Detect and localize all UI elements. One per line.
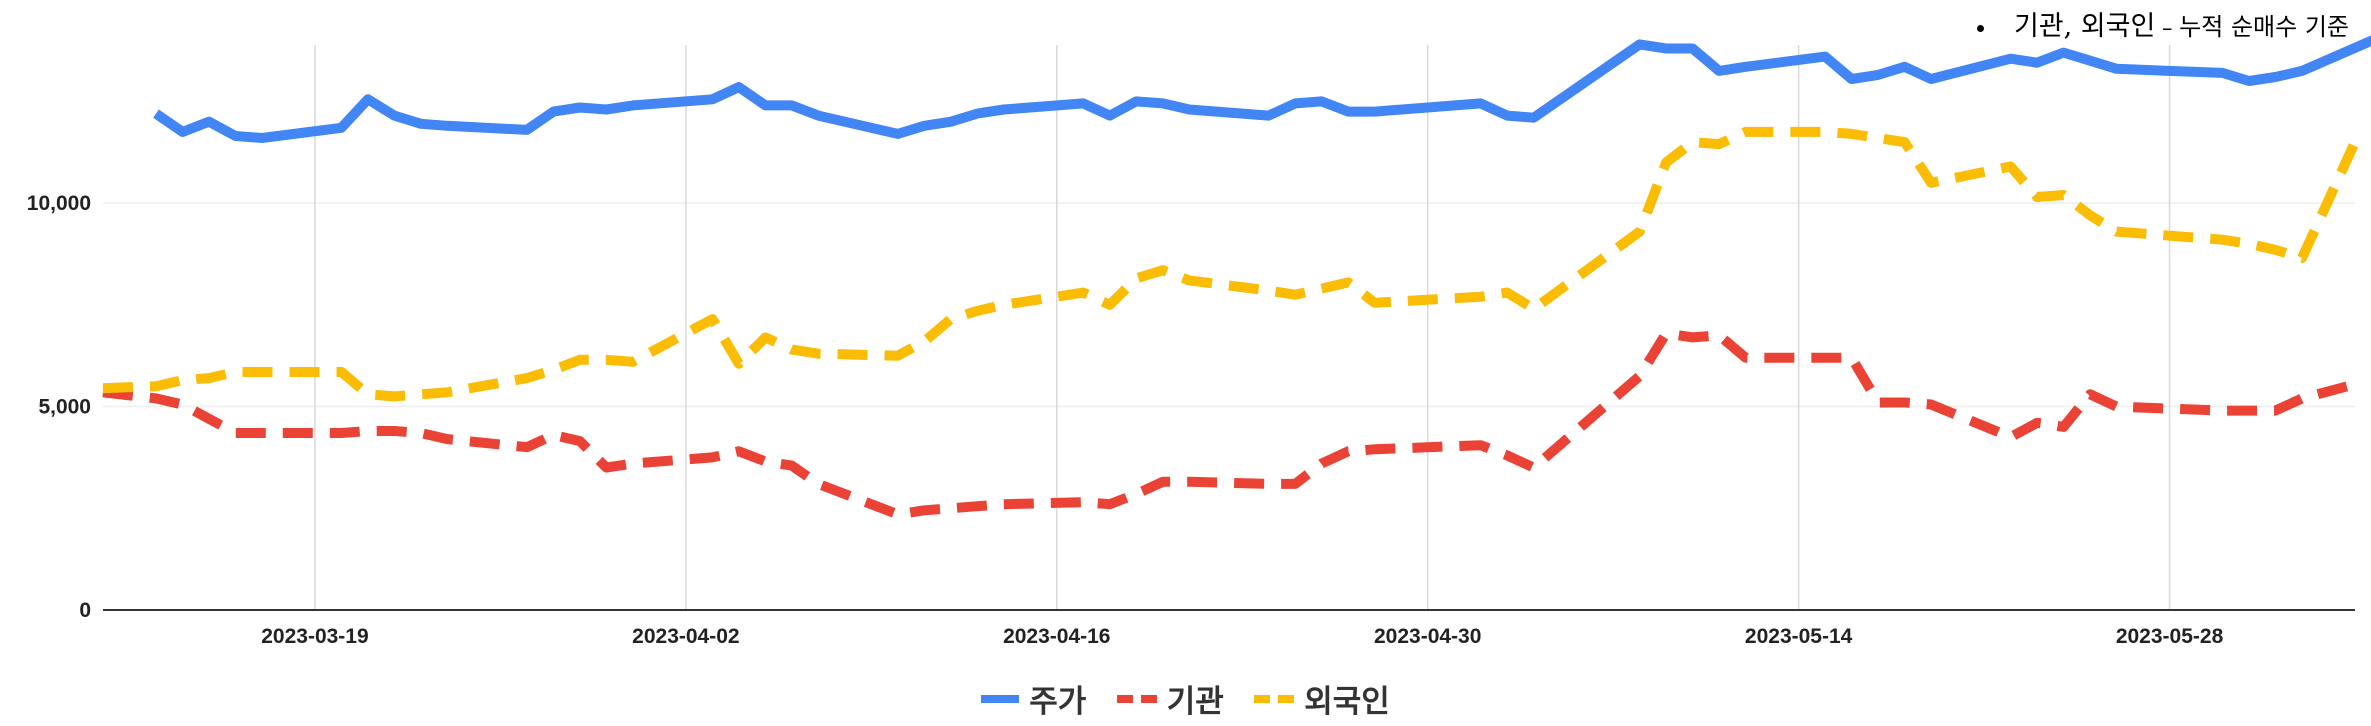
x-tick-label: 2023-05-28: [2116, 625, 2224, 648]
series-line-stock: [153, 35, 2371, 143]
axes: 0 5,000 10,000 2023-03-19 2023-04-02 2023-04-…: [27, 192, 2355, 648]
series-lines: [102, 35, 2371, 520]
annotation-prefix: 기관, 외국인: [2013, 11, 2156, 42]
legend-label-stock: 주가: [1029, 684, 1087, 720]
x-tick-label: 2023-05-14: [1745, 625, 1853, 648]
legend-item-institution[interactable]: 기관: [1116, 676, 1224, 721]
line-chart: 0 5,000 10,000 2023-03-19 2023-04-02 2023-04-…: [27, 35, 2371, 648]
legend: 주가 기관 외국인: [0, 676, 2371, 721]
series-line-institution: [102, 328, 2357, 520]
chart-annotation: 기관, 외국인 – 누적 순매수 기준: [1976, 4, 2349, 43]
legend-swatch-stock: [981, 694, 1020, 703]
annotation-suffix: 누적 순매수 기준: [2179, 13, 2349, 41]
x-tick-label: 2023-04-02: [632, 625, 739, 648]
x-tick-label: 2023-03-19: [261, 625, 368, 648]
legend-swatch-foreign: [1254, 694, 1295, 703]
y-tick-label: 0: [79, 599, 91, 622]
annotation-dash: –: [2155, 16, 2180, 40]
y-tick-label: 10,000: [27, 192, 91, 215]
legend-label-institution: 기관: [1166, 684, 1224, 720]
x-tick-label: 2023-04-30: [1374, 625, 1481, 648]
legend-swatch-institution: [1116, 694, 1157, 703]
x-tick-label: 2023-04-16: [1003, 625, 1110, 648]
legend-item-stock[interactable]: 주가: [981, 676, 1086, 721]
legend-item-foreign[interactable]: 외국인: [1254, 676, 1390, 721]
series-line-foreign: [102, 126, 2360, 402]
bullet-icon: [1976, 24, 1984, 32]
y-tick-label: 5,000: [38, 396, 91, 419]
legend-label-foreign: 외국인: [1304, 684, 1390, 720]
grid-lines: [103, 45, 2355, 610]
